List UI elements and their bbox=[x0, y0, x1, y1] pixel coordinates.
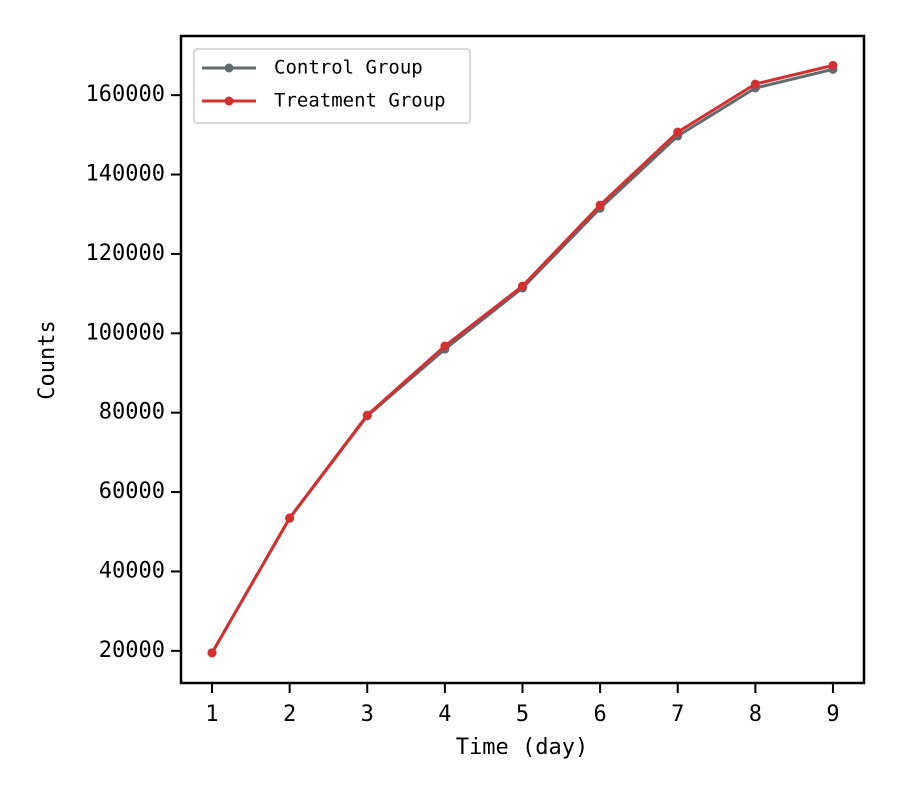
y-tick-label: 20000 bbox=[99, 638, 165, 663]
x-tick-label: 8 bbox=[749, 702, 762, 727]
x-axis-label: Time (day) bbox=[456, 735, 588, 760]
x-tick-label: 9 bbox=[826, 702, 839, 727]
y-tick-label: 120000 bbox=[86, 241, 165, 266]
legend-label: Treatment Group bbox=[274, 90, 446, 112]
point bbox=[285, 513, 295, 523]
point bbox=[828, 60, 838, 70]
y-axis-label: Counts bbox=[35, 320, 60, 399]
y-tick-label: 60000 bbox=[99, 479, 165, 504]
point bbox=[595, 200, 605, 210]
y-tick-label: 160000 bbox=[86, 82, 165, 107]
x-tick-label: 3 bbox=[361, 702, 374, 727]
point bbox=[207, 648, 217, 658]
legend-marker bbox=[224, 63, 234, 73]
point bbox=[673, 127, 683, 137]
x-tick-label: 6 bbox=[593, 702, 606, 727]
x-tick-label: 7 bbox=[671, 702, 684, 727]
x-tick-label: 5 bbox=[516, 702, 529, 727]
point bbox=[518, 281, 527, 291]
point bbox=[750, 79, 760, 89]
legend-label: Control Group bbox=[274, 57, 423, 79]
point bbox=[362, 410, 372, 420]
series-line bbox=[210, 63, 834, 654]
legend-marker bbox=[224, 96, 234, 106]
y-tick-label: 100000 bbox=[86, 320, 165, 345]
y-tick-label: 80000 bbox=[99, 400, 165, 425]
y-tick-label: 40000 bbox=[99, 558, 165, 583]
x-tick-label: 1 bbox=[205, 702, 218, 727]
series-line bbox=[210, 67, 834, 654]
x-tick-label: 2 bbox=[283, 702, 296, 727]
point bbox=[440, 341, 450, 351]
plot-frame bbox=[179, 34, 866, 685]
legend-box bbox=[193, 48, 471, 124]
x-tick-label: 4 bbox=[438, 702, 451, 727]
legend: Control Group Treatment Group bbox=[193, 48, 471, 124]
y-tick-label: 140000 bbox=[86, 162, 165, 187]
